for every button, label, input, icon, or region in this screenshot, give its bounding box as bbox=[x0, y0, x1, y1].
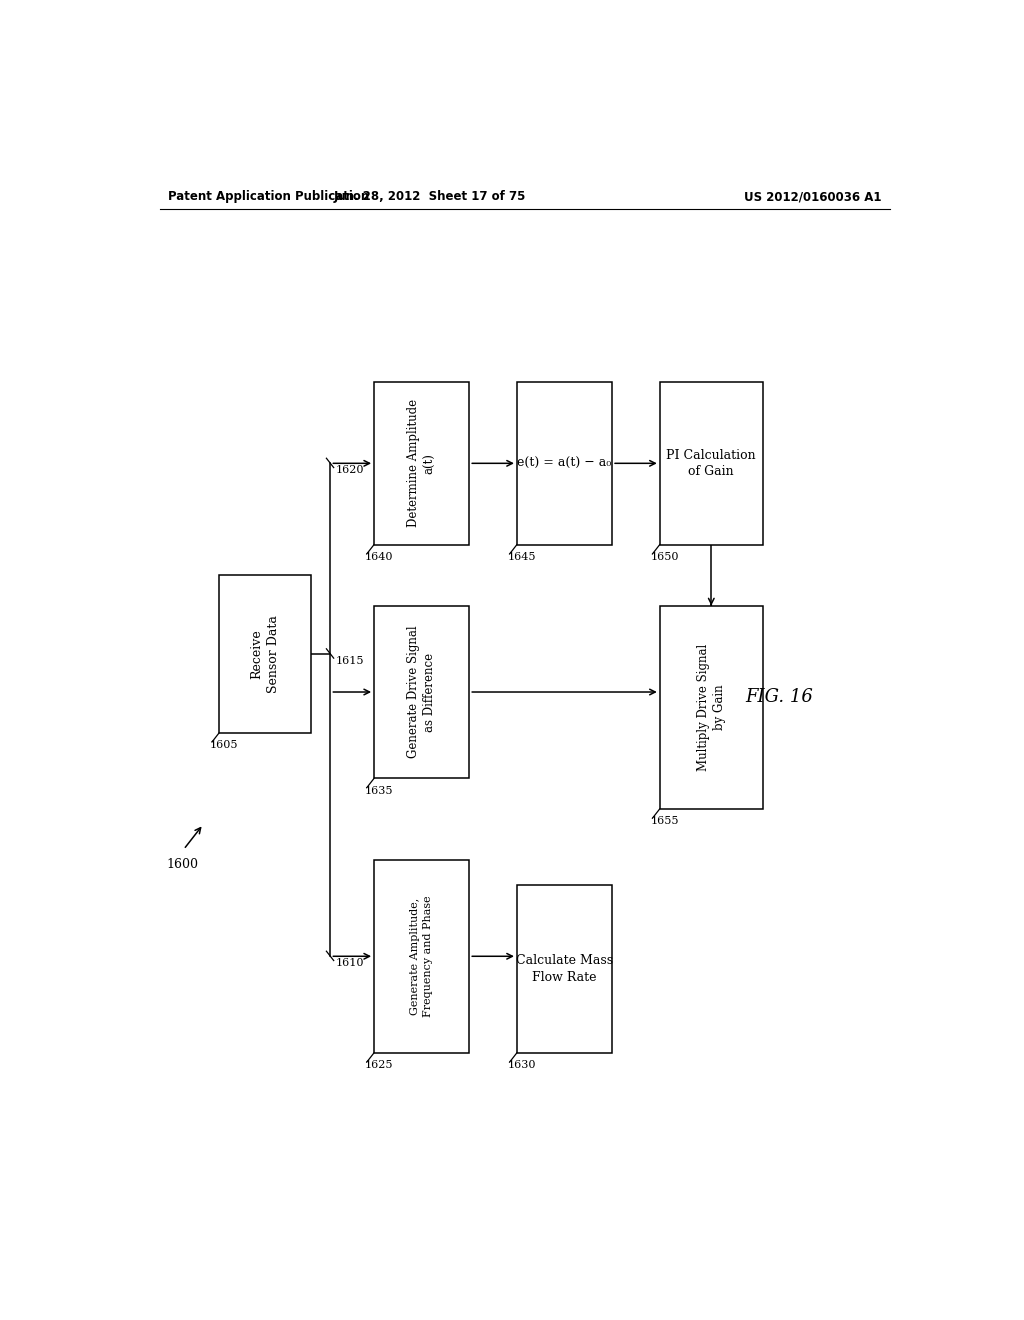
Bar bbox=[659, 606, 763, 809]
Text: 1610: 1610 bbox=[336, 958, 365, 969]
Text: 1640: 1640 bbox=[365, 552, 393, 562]
Text: Patent Application Publication: Patent Application Publication bbox=[168, 190, 369, 203]
Bar bbox=[374, 606, 469, 779]
Text: 1620: 1620 bbox=[336, 466, 365, 475]
Text: 1645: 1645 bbox=[507, 552, 536, 562]
Text: 1635: 1635 bbox=[365, 785, 393, 796]
Text: Calculate Mass
Flow Rate: Calculate Mass Flow Rate bbox=[516, 954, 613, 983]
Text: e(t) = a(t) − a₀: e(t) = a(t) − a₀ bbox=[517, 457, 611, 470]
Text: FIG. 16: FIG. 16 bbox=[744, 688, 813, 706]
Bar bbox=[517, 886, 612, 1053]
Bar bbox=[374, 859, 469, 1053]
Bar bbox=[219, 576, 310, 733]
Text: 1655: 1655 bbox=[650, 816, 679, 826]
Text: Multiply Drive Signal
by Gain: Multiply Drive Signal by Gain bbox=[696, 644, 726, 771]
Bar bbox=[659, 381, 763, 545]
Text: US 2012/0160036 A1: US 2012/0160036 A1 bbox=[744, 190, 882, 203]
Bar bbox=[517, 381, 612, 545]
Text: Generate Amplitude,
Frequency and Phase: Generate Amplitude, Frequency and Phase bbox=[411, 895, 433, 1018]
Text: 1605: 1605 bbox=[210, 739, 239, 750]
Text: PI Calculation
of Gain: PI Calculation of Gain bbox=[667, 449, 756, 478]
Text: 1625: 1625 bbox=[365, 1060, 393, 1071]
Text: Receive
Sensor Data: Receive Sensor Data bbox=[250, 615, 280, 693]
Bar bbox=[374, 381, 469, 545]
Text: 1630: 1630 bbox=[507, 1060, 536, 1071]
Text: Jun. 28, 2012  Sheet 17 of 75: Jun. 28, 2012 Sheet 17 of 75 bbox=[334, 190, 525, 203]
Text: 1650: 1650 bbox=[650, 552, 679, 562]
Text: Determine Amplitude
a(t): Determine Amplitude a(t) bbox=[407, 399, 436, 528]
Text: Generate Drive Signal
as Difference: Generate Drive Signal as Difference bbox=[407, 626, 436, 758]
Text: 1615: 1615 bbox=[336, 656, 365, 667]
Text: 1600: 1600 bbox=[166, 858, 198, 871]
